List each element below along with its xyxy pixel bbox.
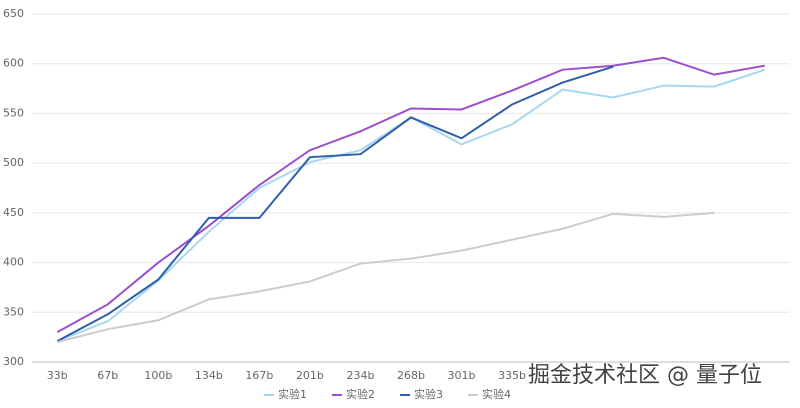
x-tick-label: 268b (397, 369, 425, 382)
y-tick-label: 350 (3, 305, 24, 318)
legend-label: 实验2 (346, 387, 375, 401)
x-tick-label: 335b (498, 369, 526, 382)
x-tick-label: 301b (448, 369, 476, 382)
legend-label: 实验1 (278, 387, 307, 401)
series-line (56, 68, 766, 343)
y-tick-label: 550 (3, 106, 24, 119)
y-tick-label: 450 (3, 206, 24, 219)
x-tick-label: 67b (97, 369, 118, 382)
legend-label: 实验3 (414, 387, 443, 401)
x-tick-label: 100b (144, 369, 172, 382)
x-tick-label: 234b (346, 369, 374, 382)
y-tick-label: 600 (3, 57, 24, 70)
y-tick-label: 300 (3, 355, 24, 368)
legend-label: 实验4 (482, 387, 511, 401)
y-tick-label: 650 (3, 7, 24, 20)
y-tick-label: 500 (3, 156, 24, 169)
series-line (56, 56, 765, 334)
x-tick-label: 201b (296, 369, 324, 382)
x-tick-label: 167b (245, 369, 273, 382)
x-tick-label: 33b (47, 369, 68, 382)
y-tick-label: 400 (3, 256, 24, 269)
series-line (56, 65, 614, 343)
x-tick-label: 134b (195, 369, 223, 382)
watermark: 掘金技术社区 @ 量子位 (528, 363, 762, 388)
series-line (57, 211, 715, 344)
